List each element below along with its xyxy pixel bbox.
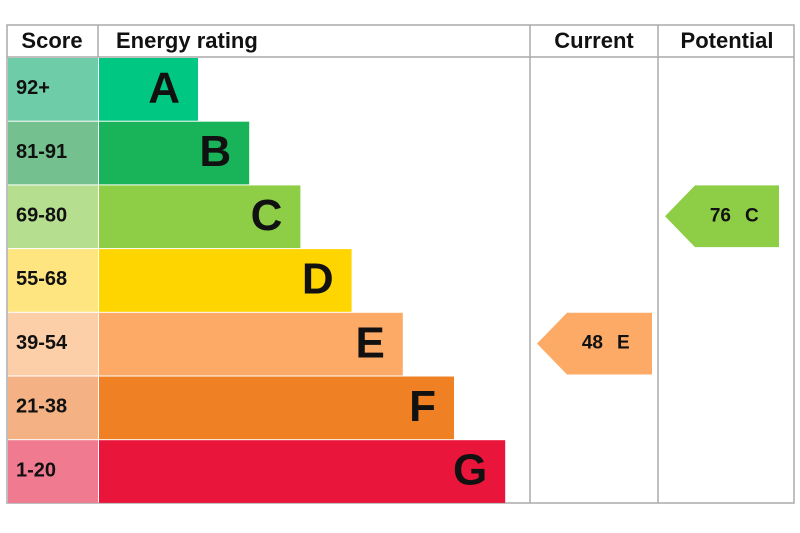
rating-letter: C (251, 191, 283, 240)
rating-bar (99, 312, 403, 376)
table-frame (6, 24, 795, 504)
score-label: 1-20 (16, 459, 56, 481)
score-label: 21-38 (16, 396, 67, 418)
rating-bar (99, 440, 506, 503)
rating-letter: F (409, 382, 436, 431)
score-cell (8, 312, 98, 376)
score-cell (8, 376, 98, 440)
rating-header: Energy rating (116, 28, 258, 53)
potential-letter: C (745, 205, 759, 226)
rating-letter: D (302, 255, 334, 304)
current-value: 48 (582, 333, 603, 354)
score-cell (8, 58, 98, 121)
rating-bar (99, 376, 454, 440)
score-label: 39-54 (16, 332, 68, 354)
potential-header: Potential (681, 28, 774, 53)
current-arrow (537, 312, 652, 375)
score-label: 81-91 (16, 141, 67, 163)
potential-value: 76 (710, 205, 731, 226)
potential-arrow (665, 185, 779, 248)
score-label: 92+ (16, 77, 50, 99)
current-header: Current (554, 28, 634, 53)
rating-bar (99, 58, 198, 121)
current-letter: E (617, 333, 630, 354)
rating-bar (99, 185, 301, 249)
rating-letter: A (148, 63, 180, 112)
score-cell (8, 185, 98, 249)
score-cell (8, 249, 98, 312)
score-label: 69-80 (16, 205, 67, 227)
rating-letter: G (453, 446, 487, 495)
rating-letter: E (355, 318, 384, 367)
rating-bar (99, 121, 250, 185)
rating-letter: B (199, 127, 231, 176)
rating-bar (99, 249, 352, 312)
score-header: Score (21, 28, 82, 53)
score-label: 55-68 (16, 268, 67, 290)
score-cell (8, 440, 98, 503)
score-cell (8, 121, 98, 185)
